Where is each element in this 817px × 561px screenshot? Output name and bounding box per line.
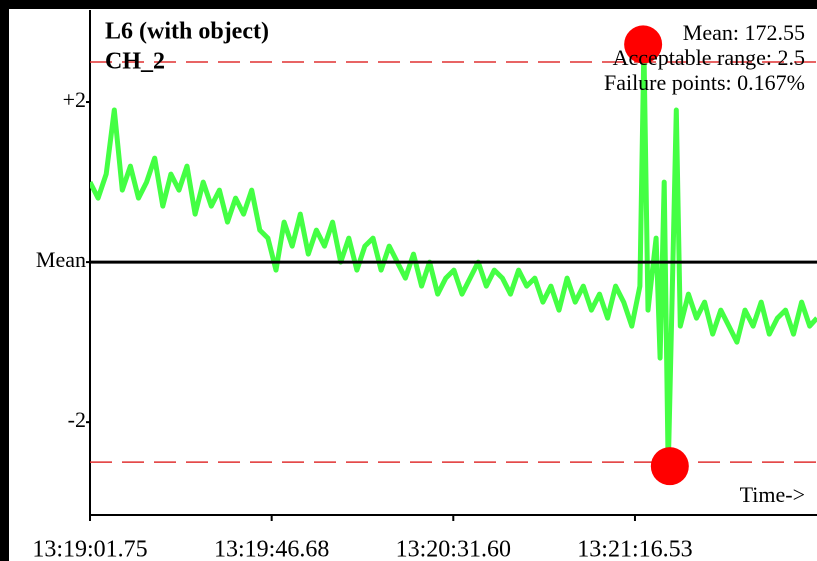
y-tick-label: -2 xyxy=(68,407,86,432)
x-tick-label: 13:20:31.60 xyxy=(396,537,511,561)
x-tick-label: 13:19:46.68 xyxy=(214,537,329,561)
chart-title: L6 (with object) xyxy=(105,19,269,45)
chart-subtitle: CH_2 xyxy=(105,49,165,75)
y-tick-label: +2 xyxy=(63,87,86,112)
left-border xyxy=(0,0,9,561)
signal-line xyxy=(90,43,817,473)
x-axis-label: Time-> xyxy=(740,482,805,507)
x-tick-label: 13:21:16.53 xyxy=(577,537,692,561)
x-tick-label: 13:19:01.75 xyxy=(32,537,147,561)
top-border xyxy=(0,0,817,9)
plot-area xyxy=(90,43,817,473)
annotation: Mean: 172.55 xyxy=(683,20,805,45)
annotation: Acceptable range: 2.5 xyxy=(613,45,805,70)
failure-point xyxy=(624,25,663,64)
y-tick-label: Mean xyxy=(36,247,86,272)
failure-point xyxy=(650,447,689,486)
annotation: Failure points: 0.167% xyxy=(604,70,805,95)
